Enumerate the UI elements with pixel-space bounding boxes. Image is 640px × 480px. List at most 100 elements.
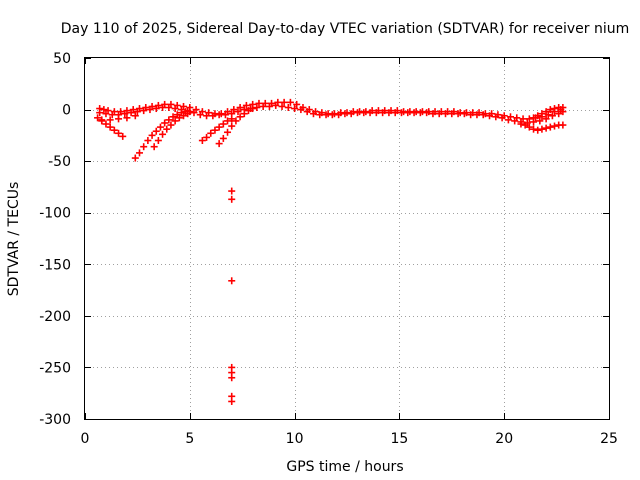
data-point [335,111,343,119]
data-point [135,149,143,157]
y-tick-label: -100 [39,206,71,222]
data-point [416,109,424,117]
y-axis-label: SDTVAR / TECUs [6,182,22,297]
data-point [236,104,244,112]
chart-title: Day 110 of 2025, Sidereal Day-to-day VTE… [61,21,630,37]
data-point [161,119,169,127]
data-point [127,109,135,117]
data-point [542,124,550,132]
data-point [198,137,206,145]
data-point [96,109,104,117]
x-tick-label: 0 [81,431,90,447]
x-tick-label: 5 [185,431,194,447]
data-point [152,127,160,135]
series-arc-rise-2 [150,110,192,151]
data-point [219,134,227,142]
data-point [284,104,292,112]
data-point [171,117,179,125]
x-tick-label: 20 [495,431,513,447]
data-point [498,114,506,122]
data-point [224,117,232,125]
data-point [551,105,559,113]
data-point [180,112,188,120]
data-points [94,98,567,405]
x-tick-label: 15 [390,431,408,447]
data-point [240,110,248,118]
data-point [404,109,412,117]
data-point [534,112,542,120]
data-point [435,110,443,118]
data-point [530,125,538,133]
y-tick-label: 0 [62,103,71,119]
series-arc-late-a [517,120,567,134]
data-point [391,109,399,117]
data-point [448,110,456,118]
data-point [154,137,162,145]
series-outliers-7h [228,187,236,405]
data-point [366,109,374,117]
data-point [454,110,462,118]
data-point [171,105,179,113]
y-tick-label: -300 [39,412,71,428]
data-point [555,110,563,118]
data-point [221,111,229,119]
data-point [228,374,236,382]
y-tick-label: -200 [39,309,71,325]
data-point [146,106,154,114]
data-point [215,111,223,119]
data-point [121,110,129,118]
data-point [115,129,123,137]
data-point [291,105,299,113]
series-arc-main-upper [96,98,565,123]
data-point [328,111,336,119]
data-point [150,143,158,151]
data-point [442,110,450,118]
data-point [196,111,204,119]
data-point [159,104,167,112]
x-axis-label: GPS time / hours [286,459,403,475]
data-point [133,108,141,116]
data-point [228,122,236,130]
data-point [119,132,127,140]
data-point [538,125,546,133]
series-arc-rise-4 [215,105,257,148]
data-point [479,111,487,119]
series-arc-early-b [98,112,139,124]
data-point [228,195,236,203]
data-point [215,123,223,131]
data-point [228,397,236,405]
data-point [473,111,481,119]
data-point [152,105,160,113]
data-point [110,126,118,134]
data-point [234,108,242,116]
data-point [542,115,550,123]
data-point [253,104,261,112]
y-tick-labels: 50 0 -50 -100 -150 -200 -250 -300 [39,51,71,428]
data-point [140,107,148,115]
data-point [131,112,139,120]
data-point [100,106,108,114]
data-point [360,109,368,117]
y-tick-label: -250 [39,360,71,376]
data-point [259,102,267,110]
data-point [410,109,418,117]
data-point [228,277,236,285]
data-point [316,111,324,119]
data-point [548,112,556,120]
data-point [385,109,393,117]
data-point [486,112,494,120]
data-point [525,115,533,123]
data-point [244,107,252,115]
data-point [546,106,554,114]
data-point [230,106,238,114]
data-point [278,102,286,110]
data-point [190,109,198,117]
data-point [423,109,431,117]
data-point [203,112,211,120]
data-point [542,108,550,116]
series-arc-late-b [530,104,567,122]
data-point [249,105,257,113]
series-arc-rise-3 [198,115,236,145]
y-tick-label: -50 [48,154,71,170]
data-point [559,121,567,129]
